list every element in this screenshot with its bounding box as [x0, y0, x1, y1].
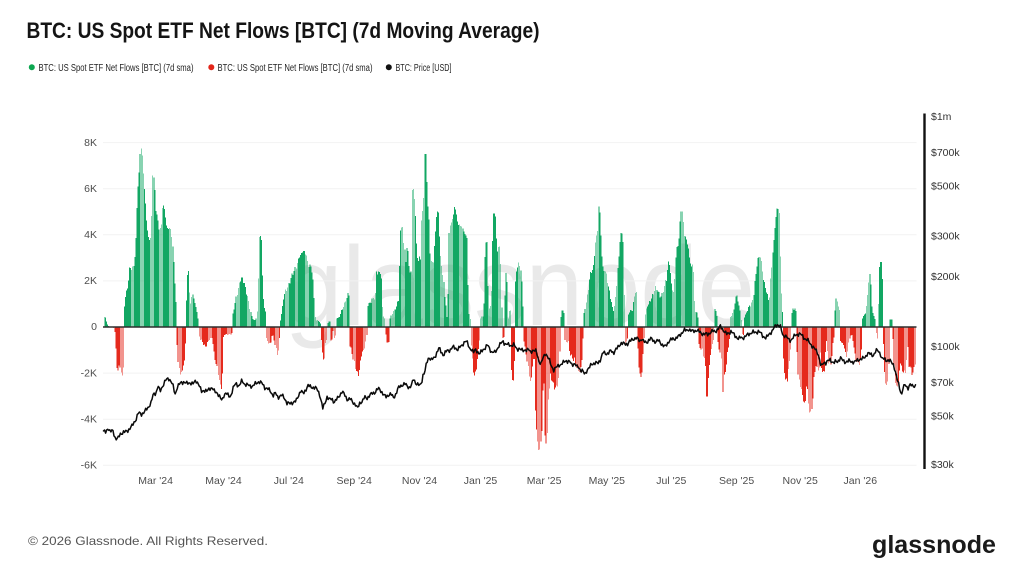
svg-text:BTC: US Spot ETF Net Flows [BT: BTC: US Spot ETF Net Flows [BTC] (7d sma… — [218, 63, 373, 74]
svg-text:May '24: May '24 — [205, 475, 242, 487]
svg-text:Jan '26: Jan '26 — [844, 475, 878, 487]
svg-text:$500k: $500k — [931, 180, 960, 192]
svg-text:-6K: -6K — [81, 460, 97, 472]
svg-text:Sep '24: Sep '24 — [337, 475, 372, 487]
svg-text:Jan '25: Jan '25 — [464, 475, 498, 487]
svg-text:6K: 6K — [84, 183, 97, 195]
svg-text:$100k: $100k — [931, 341, 960, 353]
svg-text:Sep '25: Sep '25 — [719, 475, 754, 487]
svg-text:$30k: $30k — [931, 459, 955, 471]
svg-text:2K: 2K — [84, 275, 97, 287]
svg-text:$1m: $1m — [931, 111, 952, 123]
svg-text:Mar '24: Mar '24 — [138, 475, 173, 487]
svg-text:Jul '24: Jul '24 — [274, 475, 304, 487]
svg-text:© 2026 Glassnode. All Rights R: © 2026 Glassnode. All Rights Reserved. — [28, 534, 268, 548]
svg-text:$70k: $70k — [931, 377, 955, 389]
svg-text:-2K: -2K — [81, 367, 97, 379]
svg-text:$700k: $700k — [931, 147, 960, 159]
svg-text:Jul '25: Jul '25 — [656, 475, 686, 487]
svg-text:BTC: US Spot ETF Net Flows [BT: BTC: US Spot ETF Net Flows [BTC] (7d Mov… — [27, 18, 540, 43]
svg-text:$50k: $50k — [931, 410, 955, 422]
svg-text:Mar '25: Mar '25 — [527, 475, 562, 487]
svg-text:May '25: May '25 — [589, 475, 626, 487]
svg-text:0: 0 — [91, 321, 97, 333]
svg-text:$300k: $300k — [931, 231, 960, 243]
svg-text:Nov '24: Nov '24 — [402, 475, 437, 487]
svg-text:$200k: $200k — [931, 271, 960, 283]
svg-text:8K: 8K — [84, 137, 97, 149]
svg-text:Nov '25: Nov '25 — [783, 475, 818, 487]
svg-text:glassnode: glassnode — [872, 531, 996, 559]
svg-text:BTC: Price [USD]: BTC: Price [USD] — [396, 63, 452, 74]
svg-text:4K: 4K — [84, 229, 97, 241]
svg-text:BTC: US Spot ETF Net Flows [BT: BTC: US Spot ETF Net Flows [BTC] (7d sma… — [39, 63, 194, 74]
svg-text:-4K: -4K — [81, 413, 97, 425]
